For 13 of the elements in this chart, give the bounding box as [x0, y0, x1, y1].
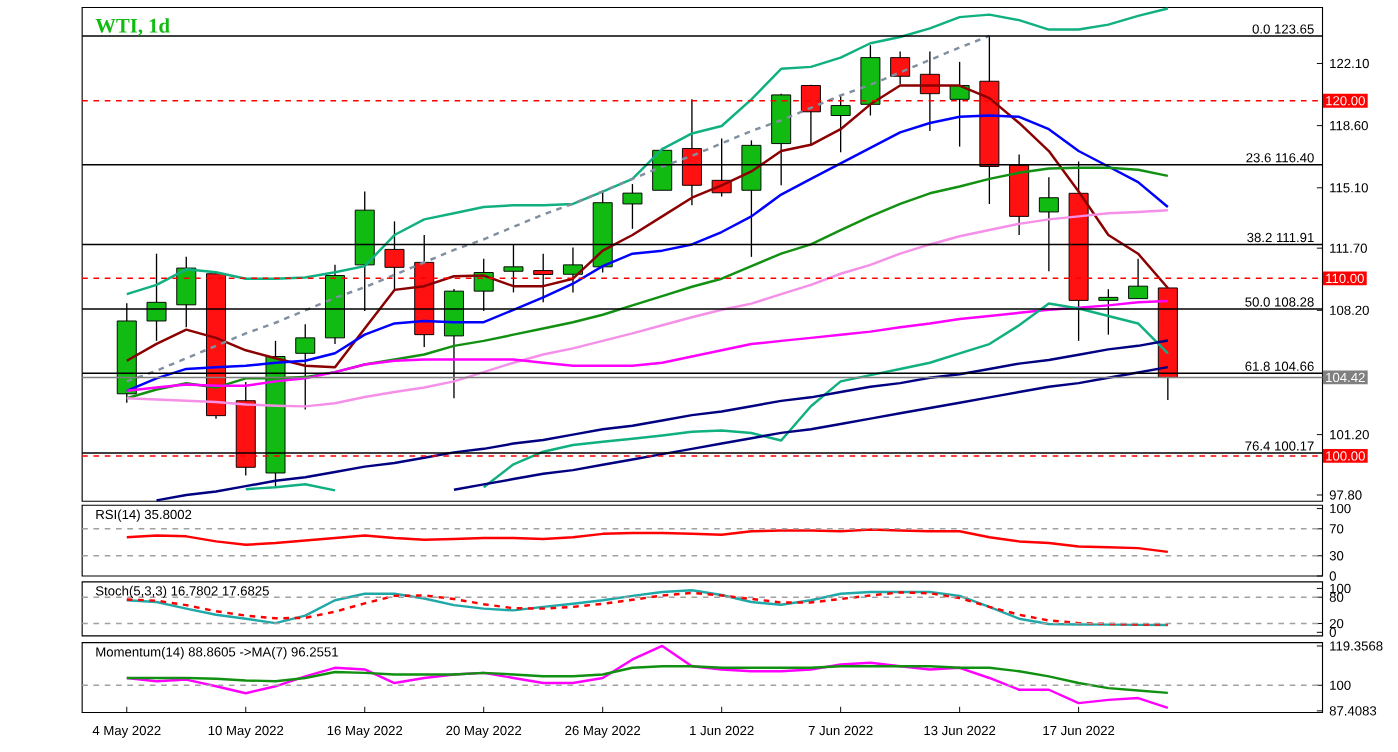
line-series — [155, 339, 1170, 502]
candlestick — [890, 51, 911, 86]
line-series — [125, 528, 1170, 554]
chart-title: WTI, 1d — [95, 18, 170, 37]
line-series — [452, 366, 1170, 492]
candlestick — [830, 94, 851, 154]
candlestick — [800, 84, 821, 146]
line-series — [125, 209, 1170, 408]
candlestick — [949, 61, 970, 148]
candlestick — [622, 183, 643, 230]
candlestick — [860, 44, 881, 117]
candlestick — [533, 253, 554, 304]
candlestick — [1128, 258, 1149, 300]
